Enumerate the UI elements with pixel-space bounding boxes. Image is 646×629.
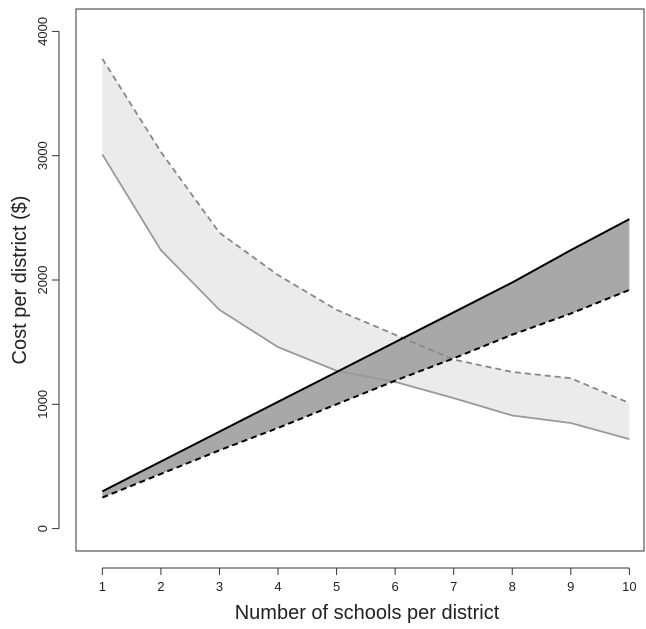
y-axis-title: Cost per district ($) xyxy=(9,196,31,365)
x-tick-label: 1 xyxy=(99,579,106,594)
x-axis: 1 2 3 4 5 6 7 8 9 10 xyxy=(99,567,637,594)
line-layer xyxy=(101,58,630,499)
y-tick-label: 1000 xyxy=(35,390,50,419)
series-line-3 xyxy=(101,218,630,493)
x-tick-label: 5 xyxy=(333,579,340,594)
x-tick-label: 4 xyxy=(274,579,281,594)
x-tick-label: 7 xyxy=(450,579,457,594)
x-tick-label: 10 xyxy=(622,579,636,594)
y-tick-label: 2000 xyxy=(35,266,50,295)
band-2 xyxy=(102,219,630,498)
series-line-1 xyxy=(101,153,630,440)
x-axis-title: Number of schools per district xyxy=(235,602,500,624)
x-tick-label: 3 xyxy=(216,579,223,594)
y-tick-label: 0 xyxy=(35,525,50,532)
series-line-2 xyxy=(101,58,630,404)
x-tick-label: 6 xyxy=(392,579,399,594)
y-axis: 0 1000 2000 3000 4000 xyxy=(35,17,60,532)
x-tick-label: 2 xyxy=(157,579,164,594)
y-tick-label: 3000 xyxy=(35,141,50,170)
y-tick-label: 4000 xyxy=(35,17,50,46)
series-line-4 xyxy=(101,289,630,499)
x-tick-label: 9 xyxy=(567,579,574,594)
band-layer xyxy=(102,58,630,498)
x-tick-label: 8 xyxy=(509,579,516,594)
plot-frame xyxy=(75,8,645,552)
